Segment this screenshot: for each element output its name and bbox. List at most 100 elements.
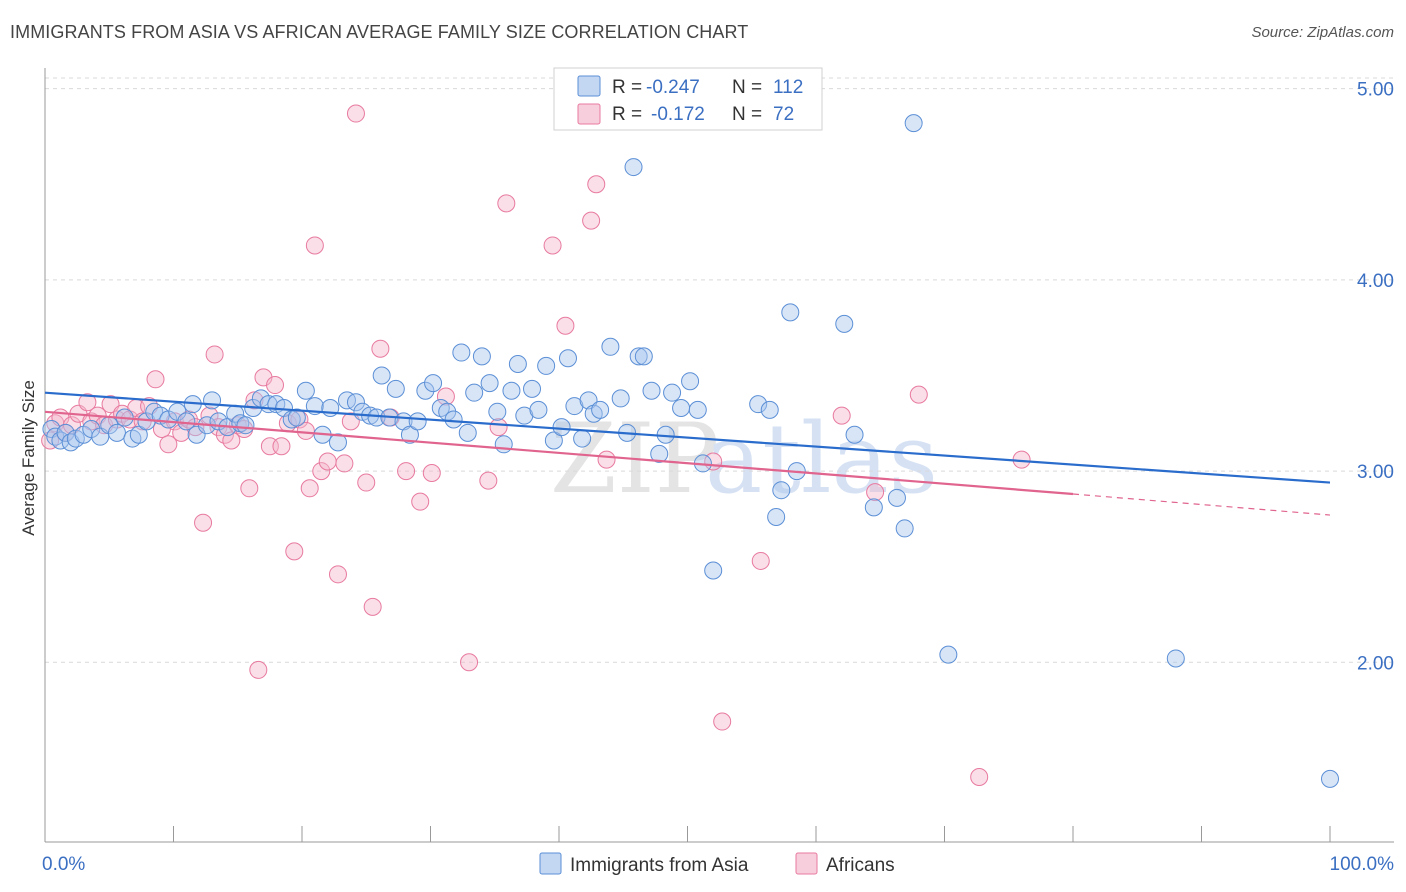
data-point-africans	[587, 175, 606, 194]
data-point-asia	[895, 519, 914, 538]
legend-stats: R = -0.247 N = 112 R = -0.172 N = 72	[553, 67, 823, 131]
legend-bottom-swatch-africans	[795, 852, 818, 875]
data-point-asia	[296, 381, 315, 400]
data-point-asia	[400, 425, 419, 444]
legend-n-label-asia: N =	[732, 77, 762, 98]
data-point-africans	[318, 452, 337, 471]
data-point-africans	[328, 565, 347, 584]
data-point-asia	[82, 420, 101, 439]
legend-r-value-asia: -0.247	[646, 77, 700, 98]
legend-bottom-label-asia: Immigrants from Asia	[570, 855, 749, 876]
watermark-atlas: atlas	[705, 403, 938, 515]
data-point-africans	[222, 431, 241, 450]
data-point-asia	[465, 383, 484, 402]
legend-swatch-africans	[577, 103, 601, 125]
data-point-asia	[444, 410, 463, 429]
data-point-africans	[556, 316, 575, 335]
legend-r-label-asia: R =	[612, 77, 642, 98]
data-point-asia	[1321, 769, 1339, 788]
axes	[44, 68, 1394, 843]
data-point-africans	[194, 513, 213, 532]
data-point-africans	[371, 339, 390, 358]
asia-points	[42, 114, 1339, 788]
data-point-asia	[472, 347, 491, 366]
data-point-asia	[287, 408, 306, 427]
data-point-asia	[372, 366, 391, 385]
data-point-asia	[579, 391, 598, 410]
data-point-asia	[835, 314, 854, 333]
legend-n-value-africans: 72	[773, 104, 794, 125]
data-point-africans	[866, 483, 885, 502]
y-tick-labels: 2.00 3.00 4.00 5.00	[1357, 80, 1394, 675]
data-point-asia	[845, 425, 864, 444]
data-point-asia	[168, 402, 187, 421]
data-point-asia	[488, 402, 507, 421]
data-point-africans	[312, 462, 331, 481]
trend-line-asia	[44, 391, 1331, 484]
data-point-africans	[582, 211, 601, 230]
data-point-asia	[480, 374, 499, 393]
trend-line-africans-extension	[1072, 493, 1331, 516]
data-point-asia	[337, 391, 356, 410]
data-point-asia	[544, 431, 563, 450]
data-point-africans	[285, 542, 304, 561]
legend-bottom-swatch-asia	[539, 852, 562, 875]
data-point-africans	[272, 437, 291, 456]
data-point-asia	[887, 488, 906, 507]
data-point-asia	[642, 381, 661, 400]
data-point-africans	[597, 450, 616, 469]
watermark: ZIP atlas	[550, 403, 938, 515]
x-tick-label-max: 100.0%	[1330, 854, 1395, 875]
data-point-asia	[704, 561, 723, 580]
legend-bottom-label-africans: Africans	[826, 855, 895, 876]
data-point-africans	[411, 492, 430, 511]
data-point-asia	[681, 372, 700, 391]
data-point-asia	[1166, 649, 1185, 668]
data-point-asia	[629, 347, 648, 366]
legend-r-value-africans: -0.172	[651, 104, 705, 125]
data-point-africans	[751, 551, 770, 570]
data-point-asia	[523, 379, 542, 398]
x-tick-label-min: 0.0%	[42, 854, 85, 875]
data-point-asia	[672, 398, 691, 417]
data-point-asia	[508, 355, 527, 374]
data-point-africans	[497, 194, 516, 213]
data-point-asia	[624, 158, 643, 177]
data-point-africans	[909, 385, 928, 404]
data-point-africans	[363, 597, 382, 616]
data-point-africans	[245, 391, 264, 410]
chart-source: Source: ZipAtlas.com	[1251, 24, 1394, 41]
data-point-africans	[140, 397, 159, 416]
data-point-asia	[56, 423, 75, 442]
data-point-asia	[494, 435, 513, 454]
data-point-africans	[436, 387, 455, 406]
data-point-africans	[489, 418, 508, 437]
data-point-africans	[266, 376, 285, 395]
data-point-africans	[249, 660, 268, 679]
data-point-africans	[159, 435, 178, 454]
data-point-asia	[159, 410, 178, 429]
data-point-africans	[305, 236, 324, 255]
y-tick-label: 3.00	[1357, 462, 1394, 483]
legend-r-label-africans: R =	[612, 104, 642, 125]
data-point-asia	[424, 374, 443, 393]
trend-line-africans	[44, 410, 1074, 496]
data-point-asia	[129, 425, 148, 444]
data-point-asia	[688, 400, 707, 419]
data-point-africans	[101, 395, 120, 414]
data-point-asia	[502, 381, 521, 400]
data-point-africans	[397, 462, 416, 481]
data-point-africans	[346, 104, 365, 123]
trend-lines	[44, 391, 1331, 516]
data-point-africans	[78, 393, 97, 412]
data-point-asia	[772, 481, 791, 500]
data-point-africans	[335, 454, 354, 473]
data-point-asia	[236, 416, 255, 435]
data-point-africans	[205, 345, 224, 364]
data-point-africans	[970, 767, 989, 786]
data-point-asia	[611, 389, 630, 408]
data-point-asia	[781, 303, 800, 322]
data-point-africans	[479, 471, 498, 490]
data-point-asia	[601, 337, 620, 356]
legend-n-label-africans: N =	[732, 104, 762, 125]
